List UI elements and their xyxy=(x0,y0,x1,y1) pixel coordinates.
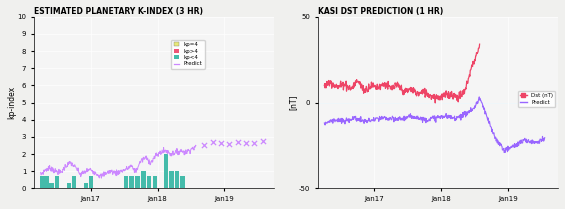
Text: KASI DST PREDICTION (1 HR): KASI DST PREDICTION (1 HR) xyxy=(318,7,443,16)
Text: ESTIMATED PLANETARY K-INDEX (3 HR): ESTIMATED PLANETARY K-INDEX (3 HR) xyxy=(34,7,203,16)
Point xyxy=(200,143,209,146)
Y-axis label: [nT]: [nT] xyxy=(288,95,297,110)
Point xyxy=(208,140,217,144)
Point xyxy=(233,140,242,143)
Bar xyxy=(147,176,151,189)
Bar xyxy=(129,176,134,189)
Bar xyxy=(49,183,54,189)
Bar xyxy=(45,176,49,189)
Legend: kp=4, kp>4, kp<4, Predict: kp=4, kp>4, kp<4, Predict xyxy=(171,40,205,69)
Bar xyxy=(164,154,168,189)
Point xyxy=(258,139,267,142)
Bar xyxy=(124,176,128,189)
Bar xyxy=(67,183,71,189)
Bar xyxy=(54,176,59,189)
Bar xyxy=(153,176,157,189)
Bar xyxy=(40,176,45,189)
Y-axis label: kp-index: kp-index xyxy=(7,86,16,119)
Point xyxy=(225,142,234,145)
Bar xyxy=(170,171,173,189)
Bar xyxy=(175,171,179,189)
Point xyxy=(241,142,250,145)
Bar xyxy=(84,183,88,189)
Bar xyxy=(72,176,76,189)
Point xyxy=(250,141,259,145)
Bar xyxy=(180,176,185,189)
Bar xyxy=(141,171,146,189)
Point xyxy=(216,141,225,145)
Bar xyxy=(135,176,140,189)
Bar xyxy=(89,176,93,189)
Legend: Dst (nT), Predict: Dst (nT), Predict xyxy=(518,91,555,107)
